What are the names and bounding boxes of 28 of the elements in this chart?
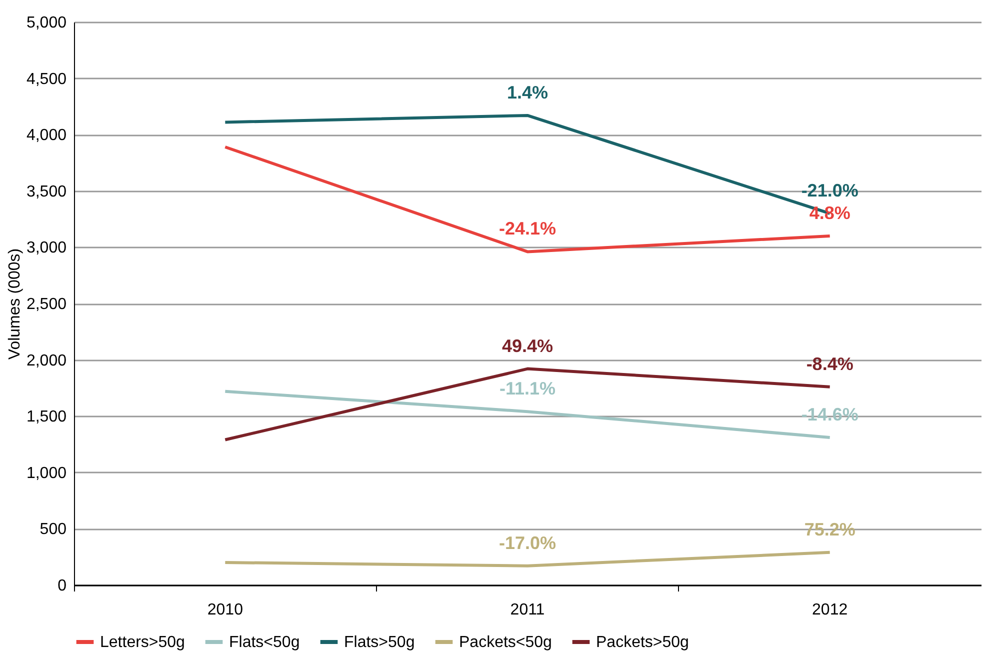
y-tick-label: 4,500 xyxy=(26,70,67,88)
x-tick-label: 2012 xyxy=(812,602,848,618)
y-axis-title: Volumes (000s) xyxy=(6,248,24,360)
annotation: -24.1% xyxy=(498,218,556,239)
y-tick-label: 2,500 xyxy=(26,296,67,313)
y-tick-label: 3,500 xyxy=(26,183,67,200)
annotation: -17.0% xyxy=(498,532,556,553)
legend-label: Flats>50g xyxy=(344,634,415,651)
y-tick-label: 5,000 xyxy=(26,14,67,32)
legend-label: Packets>50g xyxy=(596,634,689,651)
annotation: -11.1% xyxy=(499,378,556,399)
y-tick-label: 4,000 xyxy=(26,127,67,144)
y-tick-label: 3,000 xyxy=(26,240,67,257)
annotation: -21.0% xyxy=(801,180,858,200)
y-tick-label: 500 xyxy=(40,521,67,538)
annotation: 1.4% xyxy=(506,82,548,102)
y-tick-label: 2,000 xyxy=(26,352,67,370)
annotation: -8.4% xyxy=(806,354,854,374)
annotation: 4.8% xyxy=(809,202,850,223)
x-tick-label: 2010 xyxy=(207,602,244,618)
annotation: 49.4% xyxy=(502,336,554,356)
y-tick-label: 1,500 xyxy=(26,408,67,426)
y-tick-label: 0 xyxy=(58,578,67,594)
legend-label: Letters>50g xyxy=(100,634,185,651)
x-tick-label: 2011 xyxy=(510,602,545,618)
y-tick-label: 1,000 xyxy=(26,464,67,482)
legend-label: Packets<50g xyxy=(459,634,552,651)
legend-label: Flats<50g xyxy=(229,634,300,651)
